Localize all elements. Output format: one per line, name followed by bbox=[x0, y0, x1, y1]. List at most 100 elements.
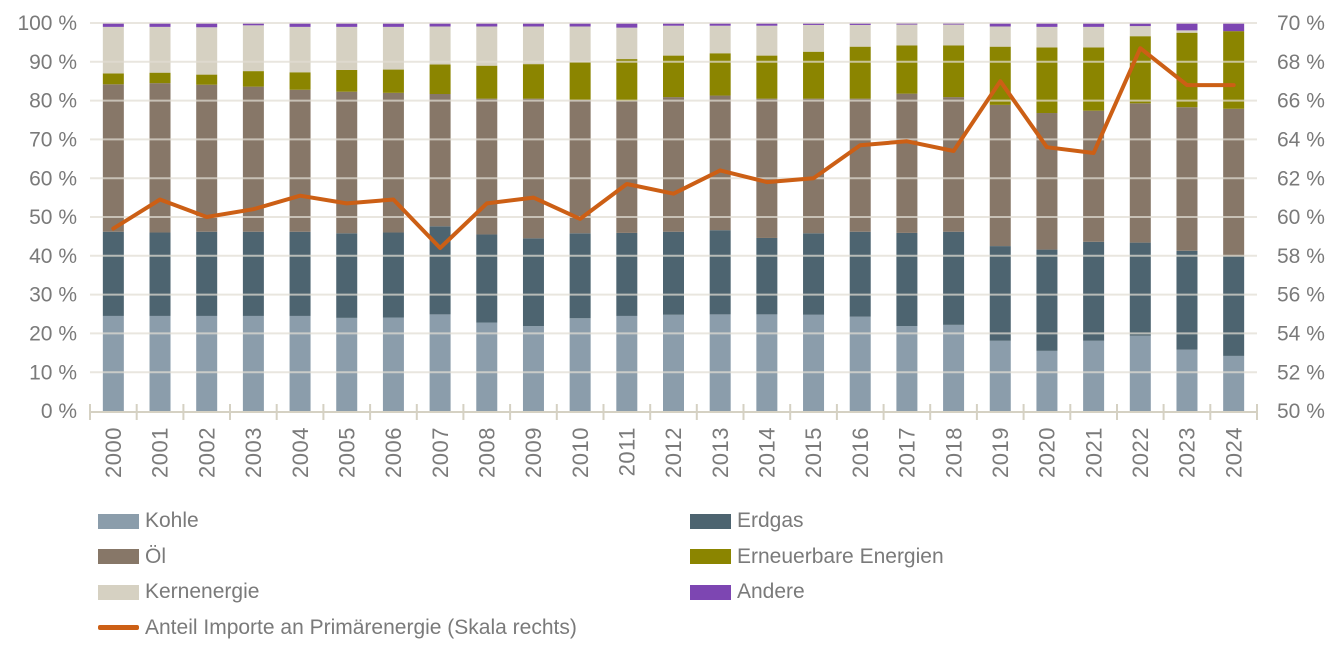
year-label: 2004 bbox=[288, 427, 313, 478]
bar-segment bbox=[803, 51, 825, 99]
bar-segment bbox=[616, 232, 638, 316]
left-axis-label: 90 % bbox=[29, 51, 77, 74]
year-label: 2017 bbox=[895, 427, 920, 478]
left-axis-label: 10 % bbox=[29, 361, 77, 384]
andere-swatch bbox=[690, 584, 731, 600]
year-label: 2023 bbox=[1175, 427, 1200, 478]
bar-segment bbox=[569, 26, 591, 62]
bar-segment bbox=[1223, 108, 1245, 257]
bar-segment bbox=[522, 23, 544, 27]
bar-segment bbox=[102, 315, 124, 411]
stacked-bar-line-chart: 0 % 10 % 20 % 30 % 40 % 50 % 60 % 70 % 80 % 90 % 1… bbox=[17, 12, 1325, 478]
bar-segment bbox=[989, 340, 1011, 411]
bar-segment bbox=[102, 26, 124, 74]
bar-segment bbox=[616, 100, 638, 233]
bar-segment bbox=[943, 231, 965, 325]
bar-segment bbox=[289, 315, 311, 411]
bar-segment bbox=[616, 23, 638, 28]
bar-segment bbox=[989, 46, 1011, 105]
bar-segment bbox=[522, 26, 544, 65]
bar-segment bbox=[102, 23, 124, 27]
bar-segment bbox=[476, 322, 498, 411]
bar-segment bbox=[196, 23, 218, 28]
bar-segment bbox=[102, 231, 124, 316]
bar-segment bbox=[1129, 242, 1151, 336]
left-axis-label: 20 % bbox=[29, 323, 77, 346]
bar-segment bbox=[989, 104, 1011, 247]
bar-segment bbox=[336, 317, 358, 411]
year-label: 2014 bbox=[755, 427, 780, 478]
bar-segment bbox=[1083, 340, 1105, 411]
year-label: 2013 bbox=[708, 427, 733, 478]
anteil-importe-an-primaerenergie-swatch bbox=[98, 625, 139, 630]
right-axis-label: 60 % bbox=[1277, 206, 1325, 229]
bar-segment bbox=[382, 23, 404, 27]
bar-segment bbox=[289, 26, 311, 73]
bar-segment bbox=[756, 98, 778, 238]
bar-segment bbox=[242, 231, 264, 316]
year-label: 2000 bbox=[101, 427, 126, 478]
bar-segment bbox=[1083, 23, 1105, 27]
erneuerbare-energien-swatch bbox=[690, 549, 731, 564]
bar-segment bbox=[663, 25, 684, 56]
bar-segment bbox=[149, 83, 171, 233]
bar-segment bbox=[1176, 349, 1198, 411]
bar-segment bbox=[429, 314, 451, 411]
bar-segment bbox=[522, 64, 544, 99]
year-label: 2003 bbox=[241, 427, 266, 478]
legend-item-kohle: Kohle bbox=[98, 509, 199, 533]
bar-segment bbox=[989, 23, 1011, 27]
legend-item-andere: Andere bbox=[690, 580, 805, 604]
bar-segment bbox=[429, 26, 451, 65]
bar-segment bbox=[382, 317, 404, 411]
bar-segment bbox=[242, 71, 264, 87]
bar-segment bbox=[803, 314, 825, 411]
bar-segment bbox=[943, 24, 965, 46]
bar-segment bbox=[476, 234, 498, 323]
bar-segment bbox=[336, 91, 358, 234]
bar-segment bbox=[1223, 256, 1245, 356]
legend-label: Öl bbox=[145, 544, 166, 568]
bar-segment bbox=[289, 72, 311, 90]
year-label: 2009 bbox=[521, 427, 546, 478]
bar-segment bbox=[1176, 250, 1198, 350]
right-axis-label: 68 % bbox=[1277, 51, 1325, 74]
bar-segment bbox=[102, 84, 124, 232]
bar-segment bbox=[849, 24, 871, 47]
bar-segment bbox=[756, 23, 778, 26]
bar-segment bbox=[849, 46, 871, 99]
bar-segment bbox=[149, 315, 171, 411]
bar-segment bbox=[663, 97, 684, 232]
legend-item-anteil-importe-an-primaerenergie: Anteil Importe an Primärenergie (Skala r… bbox=[98, 616, 577, 640]
legend-label: Anteil Importe an Primärenergie (Skala r… bbox=[145, 615, 577, 639]
erdgas-swatch bbox=[690, 513, 731, 529]
bar-segment bbox=[336, 69, 358, 92]
bar-segment bbox=[663, 23, 684, 26]
bar-segment bbox=[429, 64, 451, 95]
bar-segment bbox=[429, 94, 451, 227]
bar-segment bbox=[803, 24, 825, 52]
bar-segment bbox=[803, 233, 825, 315]
right-axis-label: 56 % bbox=[1277, 284, 1325, 307]
bar-segment bbox=[242, 315, 264, 411]
bar-segment bbox=[336, 23, 358, 27]
bar-segment bbox=[289, 23, 311, 27]
legend-label: Erneuerbare Energien bbox=[737, 544, 944, 568]
bar-segment bbox=[709, 23, 731, 26]
year-label: 2020 bbox=[1035, 427, 1060, 478]
bar-segment bbox=[849, 316, 871, 411]
bar-segment bbox=[849, 98, 871, 232]
bar-segment bbox=[476, 65, 498, 99]
bar-segment bbox=[616, 315, 638, 411]
bar-segment bbox=[1036, 350, 1058, 411]
left-axis-label: 80 % bbox=[29, 90, 77, 113]
bar-segment bbox=[709, 95, 731, 231]
bar-segment bbox=[1036, 249, 1058, 351]
bar-segment bbox=[476, 98, 498, 235]
legend-item-kernenergie: Kernenergie bbox=[98, 580, 259, 604]
bar-segment bbox=[756, 55, 778, 99]
bar-segment bbox=[896, 24, 918, 46]
right-axis-label: 50 % bbox=[1277, 400, 1325, 423]
bar-segment bbox=[1129, 26, 1151, 37]
bar-segment bbox=[709, 314, 731, 411]
